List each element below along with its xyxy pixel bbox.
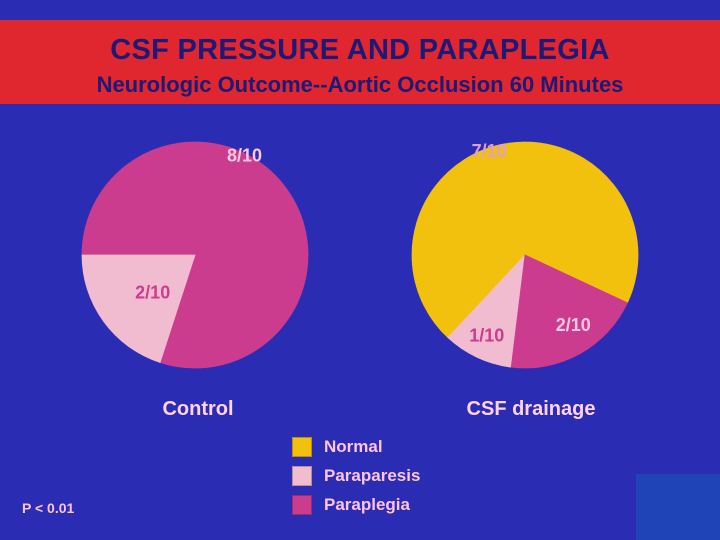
slice-label-paraparesis-control: 2/10 (135, 282, 170, 302)
p-value-text: P < 0.01 (22, 500, 75, 516)
legend-swatch-paraparesis (292, 465, 312, 486)
slice-label-paraplegia-csf-drainage: 2/10 (556, 315, 591, 335)
slice-label-normal-csf-drainage: 7/10 (472, 141, 507, 161)
slide-subtitle: Neurologic Outcome--Aortic Occlusion 60 … (96, 72, 624, 97)
pie-slice-paraparesis-csf-drainage (447, 253, 526, 368)
legend-label-paraparesis: Paraparesis (324, 465, 421, 485)
pie-slice-paraparesis-control (81, 254, 196, 363)
pie-slice-paraplegia-csf-drainage (510, 254, 628, 369)
legend-item-paraplegia: Paraplegia (292, 490, 420, 519)
title-banner (0, 20, 720, 104)
chart-legend: Normal Paraparesis Paraplegia (292, 432, 420, 519)
chart-label-csf-drainage: CSF drainage (466, 398, 596, 420)
slice-label-paraparesis-csf-drainage: 1/10 (469, 326, 504, 346)
chart-label-control: Control (162, 398, 234, 420)
legend-item-normal: Normal (292, 432, 420, 461)
pie-slice-normal-csf-drainage (411, 141, 639, 339)
legend-label-normal: Normal (324, 436, 383, 456)
slice-label-paraplegia-control: 8/10 (227, 145, 262, 165)
legend-swatch-normal (292, 436, 312, 457)
legend-item-paraparesis: Paraparesis (292, 461, 420, 490)
pie-slice-paraplegia-control (81, 141, 309, 369)
legend-label-paraplegia: Paraplegia (324, 494, 410, 514)
corner-decoration (636, 474, 720, 540)
legend-swatch-paraplegia (292, 494, 312, 515)
slide-title: CSF PRESSURE AND PARAPLEGIA (110, 34, 610, 66)
